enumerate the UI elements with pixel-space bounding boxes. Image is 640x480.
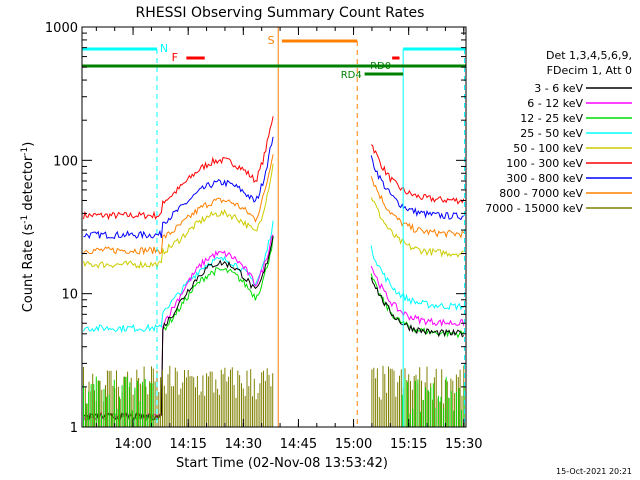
x-tick-label: 14:45	[280, 437, 317, 452]
series-trace-post	[370, 277, 465, 338]
x-tick-label: 14:30	[225, 437, 262, 452]
series-trace-pre	[83, 154, 274, 256]
x-tick-label: 14:15	[169, 437, 206, 452]
legend-label: 12 - 25 keV	[520, 112, 583, 125]
flag-label-f: F	[172, 51, 178, 64]
legend-label: 3 - 6 keV	[534, 82, 583, 95]
flag-label-s: S	[268, 34, 275, 47]
flag-label-rd0: RD0	[370, 61, 391, 72]
x-tick-label: 15:00	[335, 437, 372, 452]
x-tick-label: 15:30	[445, 437, 482, 452]
legend: 3 - 6 keV 6 - 12 keV 12 - 25 keV 25 - 50 ke…	[485, 82, 632, 215]
timestamp: 15-Oct-2021 20:21	[556, 467, 632, 476]
series-trace-pre	[83, 136, 274, 240]
series-trace-pre	[83, 234, 274, 422]
legend-label: 25 - 50 keV	[520, 127, 583, 140]
plot-series-group	[83, 116, 465, 427]
series-trace-pre	[83, 235, 274, 422]
series-trace-post	[370, 265, 465, 328]
legend-label: 7000 - 15000 keV	[485, 202, 583, 215]
y-tick-label: 10	[61, 288, 78, 303]
series-trace-post	[370, 176, 465, 239]
flag-bars-group: NF S RD0 RD4	[82, 27, 466, 427]
legend-label: 300 - 800 keV	[506, 172, 583, 185]
y-tick-label: 1000	[45, 21, 78, 36]
x-tick-label: 14:00	[114, 437, 151, 452]
series-trace-post	[370, 144, 465, 205]
y-axis-ticks: 1 10 100 1000	[45, 21, 466, 436]
x-tick-label: 15:15	[390, 437, 427, 452]
legend-label: 6 - 12 keV	[527, 97, 583, 110]
series-trace-pre	[83, 163, 274, 270]
y-tick-label: 1	[70, 421, 78, 436]
series-trace-post	[370, 197, 464, 258]
series-trace-pre	[83, 236, 274, 422]
series-trace-pre	[83, 116, 274, 221]
y-tick-label: 100	[53, 154, 78, 169]
x-axis-ticks: 14:00 14:15 14:30 14:45 15:00 15:15 15:30	[95, 27, 483, 452]
legend-header-line-2: FDecim 1, Att 0	[547, 64, 632, 77]
series-trace-pre	[83, 220, 274, 334]
series-trace-low-noise	[83, 376, 465, 427]
legend-label: 50 - 100 keV	[513, 142, 583, 155]
plot-frame	[81, 26, 467, 428]
legend-label: 100 - 300 keV	[506, 157, 583, 170]
flag-label-n: N	[160, 42, 168, 55]
legend-label: 800 - 7000 keV	[499, 187, 583, 200]
series-trace-post	[370, 245, 465, 312]
x-axis-label: Start Time (02-Nov-08 13:53:42)	[176, 456, 388, 471]
y-axis-label: Count Rate (s-1 detector-1)	[20, 142, 36, 313]
flag-label-rd4: RD4	[341, 70, 362, 81]
legend-header-line-1: Det 1,3,4,5,6,9,	[546, 49, 632, 62]
series-trace-post	[370, 155, 464, 221]
chart-title: RHESSI Observing Summary Count Rates	[136, 5, 425, 21]
